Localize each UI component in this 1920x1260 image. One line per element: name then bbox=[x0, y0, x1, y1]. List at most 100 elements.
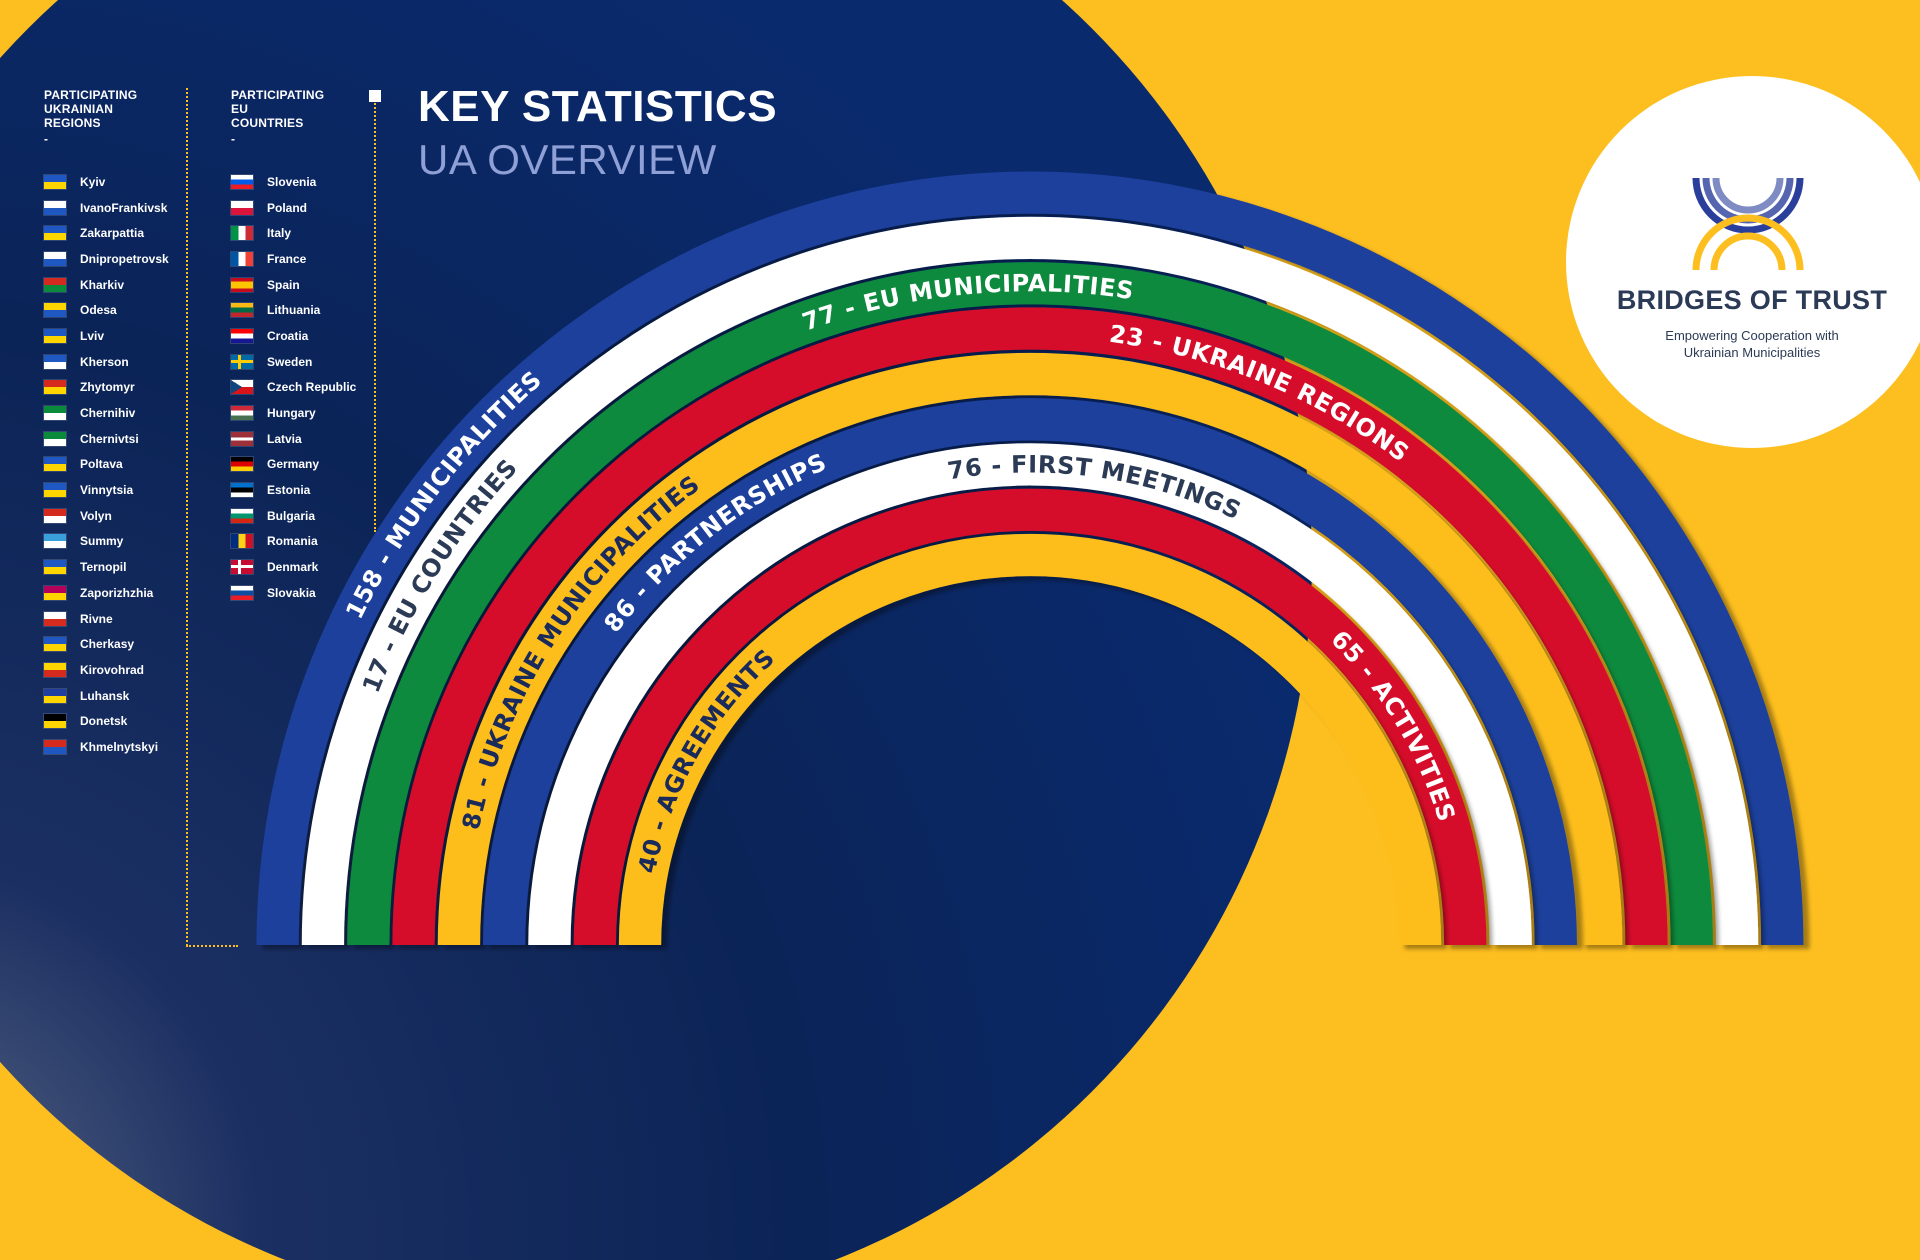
arc-band bbox=[256, 171, 1804, 946]
region-list-item: Kirovohrad bbox=[44, 657, 169, 683]
lviv-flag-icon bbox=[44, 328, 66, 343]
regions-list: Kyiv IvanoFrankivsk Zakarpattia Dnipropetro… bbox=[44, 169, 169, 760]
country-list-item: Croatia bbox=[231, 323, 356, 349]
country-list-item: Germany bbox=[231, 452, 356, 478]
luhansk-flag-icon bbox=[44, 688, 66, 703]
region-list-item: Summy bbox=[44, 529, 169, 555]
region-name: Dnipropetrovsk bbox=[80, 251, 169, 266]
volyn-flag-icon bbox=[44, 508, 66, 523]
region-list-item: Zhytomyr bbox=[44, 375, 169, 401]
arc-band bbox=[301, 216, 1759, 946]
arc-band bbox=[482, 398, 1577, 946]
hungary-flag-icon bbox=[231, 406, 253, 421]
slovakia-flag-icon bbox=[231, 585, 253, 600]
region-name: Odesa bbox=[80, 303, 117, 318]
country-list-item: Sweden bbox=[231, 349, 356, 375]
region-list-item: Luhansk bbox=[44, 683, 169, 709]
region-name: Cherkasy bbox=[80, 637, 135, 652]
cherkasy-flag-icon bbox=[44, 637, 66, 652]
region-list-item: Kyiv bbox=[44, 169, 169, 195]
country-name: Sweden bbox=[267, 354, 313, 369]
italy-flag-icon bbox=[231, 226, 253, 241]
region-name: Vinnytsia bbox=[80, 483, 134, 498]
region-name: Kherson bbox=[80, 354, 129, 369]
country-list-item: Italy bbox=[231, 220, 356, 246]
arc-band bbox=[392, 307, 1668, 946]
arc-band bbox=[573, 488, 1487, 946]
country-name: Poland bbox=[267, 200, 308, 215]
country-name: Germany bbox=[267, 457, 320, 472]
arc-bands bbox=[256, 171, 1804, 946]
dnipropetrovsk-flag-icon bbox=[44, 251, 66, 266]
country-name: Czech Republic bbox=[267, 380, 357, 395]
country-list-item: Denmark bbox=[231, 554, 356, 580]
region-name: Donetsk bbox=[80, 714, 128, 729]
kherson-flag-icon bbox=[44, 354, 66, 369]
bridges-of-trust-logo-icon bbox=[1692, 177, 1804, 271]
region-name: Volyn bbox=[80, 508, 112, 523]
region-list-item: Dnipropetrovsk bbox=[44, 246, 169, 272]
region-name: Poltava bbox=[80, 457, 123, 472]
region-name: Chernivtsi bbox=[80, 431, 139, 446]
kyiv-flag-icon bbox=[44, 174, 66, 189]
region-name: Khmelnytskyi bbox=[80, 739, 159, 754]
region-name: Zakarpattia bbox=[80, 226, 145, 241]
country-list-item: Slovenia bbox=[231, 169, 356, 195]
region-name: Ternopil bbox=[80, 560, 127, 575]
chernihiv-flag-icon bbox=[44, 406, 66, 421]
country-list-item: Spain bbox=[231, 272, 356, 298]
kirovohrad-flag-icon bbox=[44, 662, 66, 677]
germany-flag-icon bbox=[231, 457, 253, 472]
arc-band bbox=[347, 262, 1713, 946]
arc-band bbox=[618, 533, 1442, 946]
country-name: Spain bbox=[267, 277, 300, 292]
logo-badge bbox=[1566, 76, 1920, 448]
countries-heading: PARTICIPATING EU COUNTRIES - bbox=[231, 88, 325, 146]
country-list-item: Slovakia bbox=[231, 580, 356, 606]
country-name: Lithuania bbox=[267, 303, 321, 318]
country-name: Hungary bbox=[267, 406, 316, 421]
country-list-item: Bulgaria bbox=[231, 503, 356, 529]
czech-flag-icon bbox=[231, 380, 253, 395]
arc-band bbox=[437, 352, 1623, 946]
regions-divider bbox=[186, 88, 188, 946]
country-list-item: France bbox=[231, 246, 356, 272]
country-name: Bulgaria bbox=[267, 508, 316, 523]
country-name: Romania bbox=[267, 534, 318, 549]
sweden-flag-icon bbox=[231, 354, 253, 369]
latvia-flag-icon bbox=[231, 431, 253, 446]
region-name: IvanoFrankivsk bbox=[80, 200, 168, 215]
region-list-item: Khmelnytskyi bbox=[44, 734, 169, 760]
region-list-item: Kherson bbox=[44, 349, 169, 375]
logo-subtitle: Empowering Cooperation with Ukrainian Mu… bbox=[1665, 328, 1839, 360]
country-name: Denmark bbox=[267, 560, 319, 575]
spain-flag-icon bbox=[231, 277, 253, 292]
country-name: Croatia bbox=[267, 328, 309, 343]
page-subtitle: UA OVERVIEW bbox=[418, 136, 717, 183]
country-list-item: Estonia bbox=[231, 477, 356, 503]
countries-list: Slovenia Poland Italy France Spain Lithuania C… bbox=[231, 169, 356, 606]
region-list-item: Poltava bbox=[44, 452, 169, 478]
region-list-item: Zaporizhzhia bbox=[44, 580, 169, 606]
region-name: Lviv bbox=[80, 328, 105, 343]
region-name: Kharkiv bbox=[80, 277, 125, 292]
region-list-item: Volyn bbox=[44, 503, 169, 529]
country-name: France bbox=[267, 251, 307, 266]
country-name: Estonia bbox=[267, 483, 311, 498]
divider-square-marker bbox=[369, 90, 381, 102]
odesa-flag-icon bbox=[44, 303, 66, 318]
region-list-item: Vinnytsia bbox=[44, 477, 169, 503]
regions-heading: PARTICIPATING UKRAINIAN REGIONS - bbox=[44, 88, 138, 146]
rivne-flag-icon bbox=[44, 611, 66, 626]
estonia-flag-icon bbox=[231, 483, 253, 498]
slovenia-flag-icon bbox=[231, 174, 253, 189]
vinnytsia-flag-icon bbox=[44, 483, 66, 498]
chernivtsi-flag-icon bbox=[44, 431, 66, 446]
region-list-item: Cherkasy bbox=[44, 631, 169, 657]
bottom-connector bbox=[186, 945, 238, 947]
region-name: Zaporizhzhia bbox=[80, 585, 154, 600]
region-list-item: Odesa bbox=[44, 297, 169, 323]
zakarpattia-flag-icon bbox=[44, 226, 66, 241]
region-list-item: Kharkiv bbox=[44, 272, 169, 298]
region-list-item: Rivne bbox=[44, 606, 169, 632]
